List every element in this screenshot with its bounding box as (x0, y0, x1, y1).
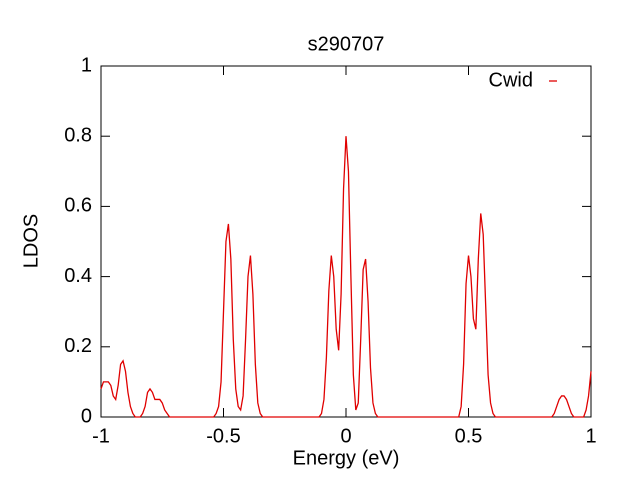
y-tick-label: 0.4 (64, 265, 92, 287)
y-tick-label: 0 (81, 405, 92, 427)
x-tick-label: -0.5 (206, 425, 240, 447)
x-tick-label: 0 (340, 425, 351, 447)
y-tick-label: 0.6 (64, 195, 92, 217)
y-axis-label: LDOS (20, 214, 42, 268)
x-tick-label: 0.5 (455, 425, 483, 447)
y-tick-label: 0.8 (64, 124, 92, 146)
x-tick-label: -1 (92, 425, 110, 447)
y-tick-label: 1 (81, 54, 92, 76)
data-line (100, 136, 592, 418)
chart-title: s290707 (308, 33, 385, 55)
y-tick-label: 0.2 (64, 335, 92, 357)
x-axis-label: Energy (eV) (293, 447, 400, 469)
legend-label: Cwid (489, 69, 533, 91)
x-tick-label: 1 (585, 425, 596, 447)
